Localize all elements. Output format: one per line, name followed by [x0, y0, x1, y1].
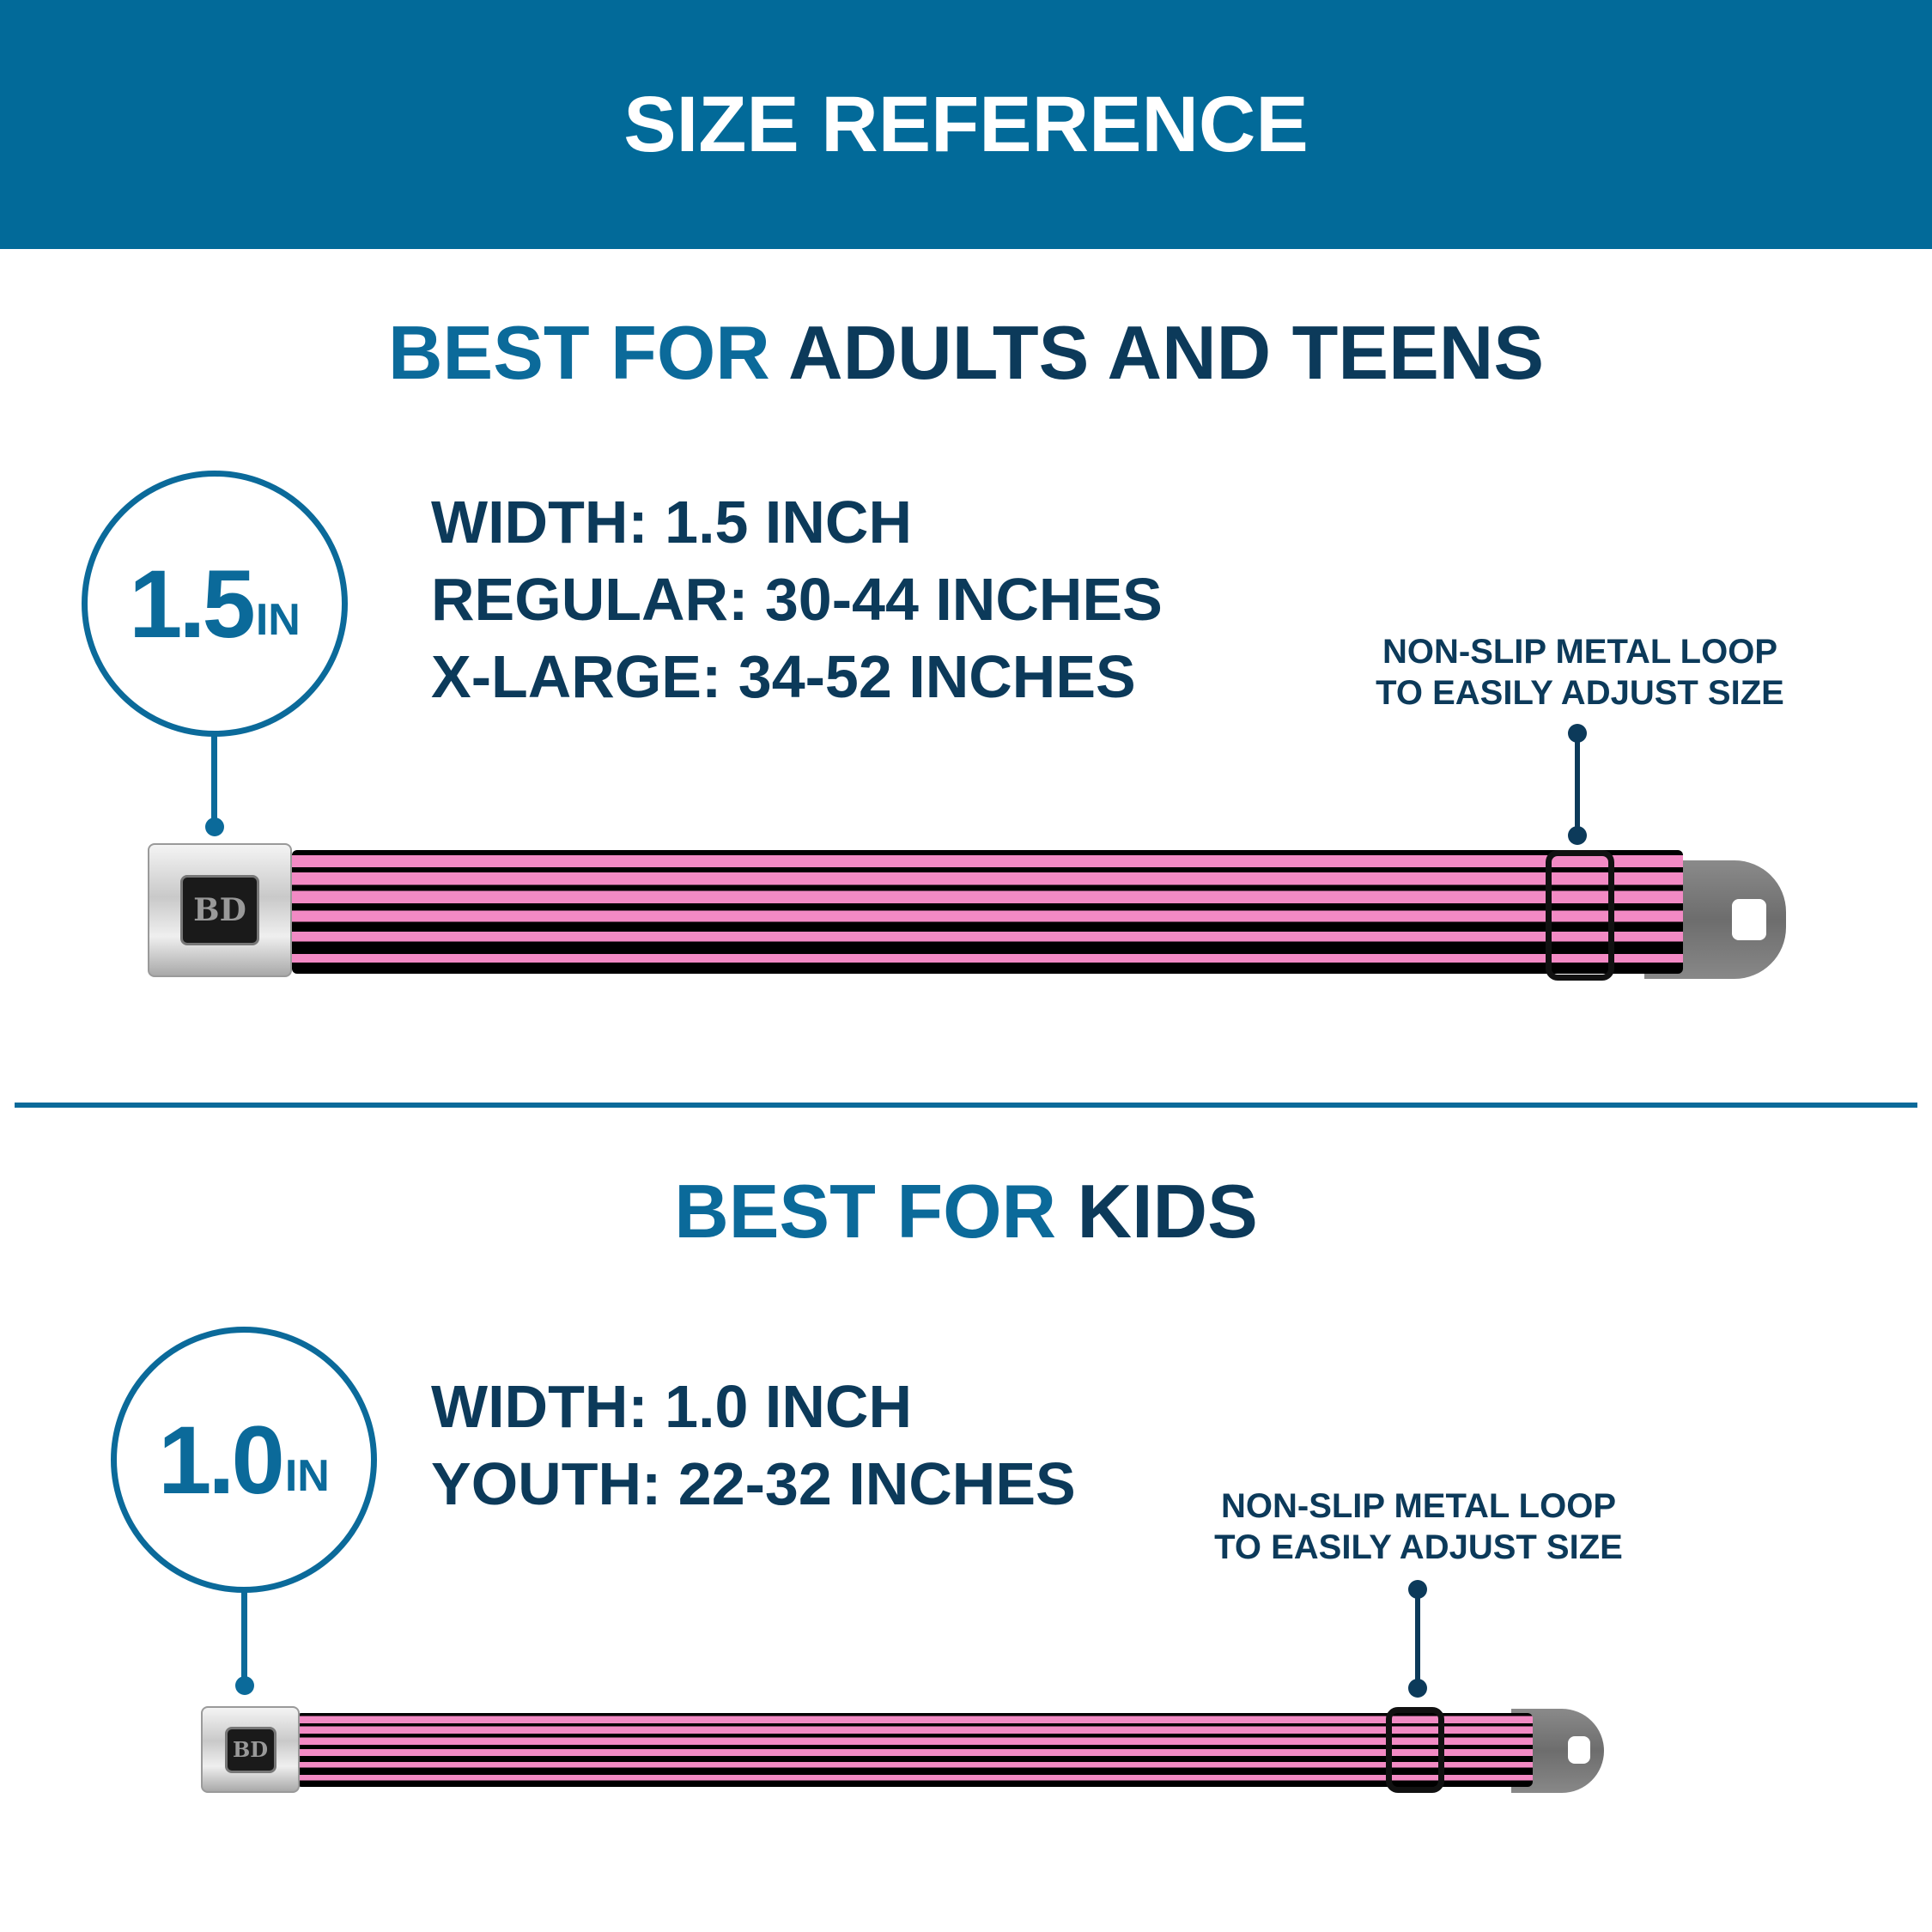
spec-list: WIDTH: 1.5 INCH REGULAR: 30-44 INCHES X-… [431, 483, 1163, 715]
section-title-kids: BEST FOR KIDS [0, 1168, 1932, 1255]
tab-hole [1568, 1736, 1590, 1764]
note-connector [1575, 733, 1580, 835]
loop-note: NON-SLIP METAL LOOP TO EASILY ADJUST SIZ… [1340, 631, 1820, 714]
width-badge: 1.0 IN [111, 1327, 377, 1593]
note-line: TO EASILY ADJUST SIZE [1214, 1528, 1623, 1566]
section-title-adults: BEST FOR ADULTS AND TEENS [0, 309, 1932, 397]
spec-width: WIDTH: 1.0 INCH [431, 1373, 912, 1440]
buckle: BD [148, 843, 292, 977]
strap-adult [292, 850, 1683, 974]
spec-regular: REGULAR: 30-44 INCHES [431, 566, 1163, 633]
page-title: SIZE REFERENCE [623, 81, 1309, 168]
section-divider [15, 1103, 1917, 1108]
spec-list: WIDTH: 1.0 INCH YOUTH: 22-32 INCHES [431, 1368, 1076, 1522]
note-connector [1415, 1589, 1420, 1687]
metal-loop [1546, 850, 1614, 981]
title-accent: BEST FOR [674, 1169, 1057, 1254]
badge-connector [241, 1584, 247, 1683]
badge-value: 1.5 [129, 550, 256, 658]
metal-loop [1386, 1707, 1444, 1793]
bd-logo-icon: BD [180, 875, 259, 945]
badge-unit: IN [284, 1451, 330, 1501]
note-connector-dot [1568, 826, 1587, 845]
tab-hole [1732, 899, 1766, 940]
spec-youth: YOUTH: 22-32 INCHES [431, 1450, 1076, 1517]
badge-connector-dot [235, 1676, 254, 1695]
badge-value: 1.0 [158, 1406, 285, 1514]
note-line: NON-SLIP METAL LOOP [1382, 633, 1778, 671]
header-banner [0, 0, 1932, 249]
loop-note: NON-SLIP METAL LOOP TO EASILY ADJUST SIZ… [1178, 1485, 1659, 1568]
spec-width: WIDTH: 1.5 INCH [431, 489, 912, 556]
title-main: KIDS [1077, 1169, 1258, 1254]
note-line: NON-SLIP METAL LOOP [1220, 1487, 1617, 1525]
badge-connector [211, 730, 217, 824]
title-main: ADULTS AND TEENS [788, 310, 1545, 395]
badge-connector-dot [205, 817, 224, 836]
width-badge: 1.5 IN [82, 471, 348, 737]
bd-logo-icon: BD [224, 1726, 276, 1773]
title-accent: BEST FOR [387, 310, 770, 395]
note-connector-dot [1408, 1679, 1427, 1698]
badge-unit: IN [255, 595, 301, 645]
note-line: TO EASILY ADJUST SIZE [1376, 674, 1784, 712]
spec-xlarge: X-LARGE: 34-52 INCHES [431, 643, 1136, 710]
buckle: BD [201, 1706, 300, 1793]
strap-kids [296, 1713, 1533, 1787]
